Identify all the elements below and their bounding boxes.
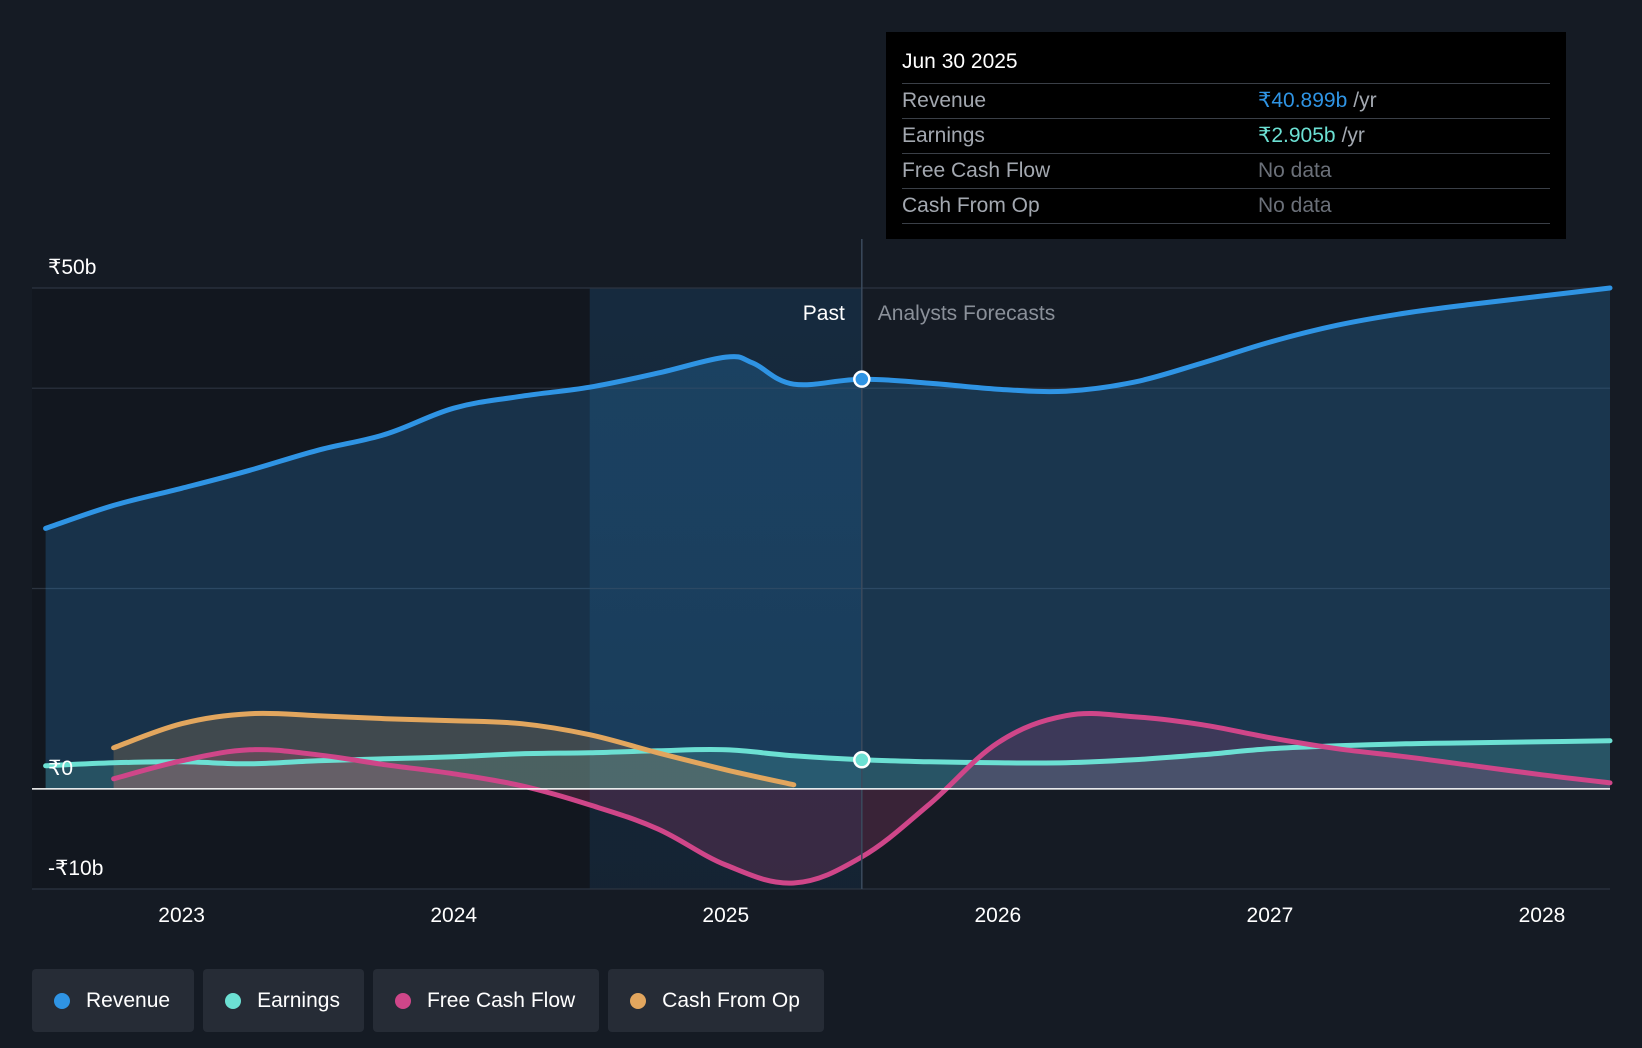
x-tick-label: 2023 [158, 904, 205, 927]
legend-item-free-cash-flow[interactable]: Free Cash Flow [372, 969, 600, 1032]
past-label: Past [803, 302, 845, 325]
y-tick-label: ₹50b [48, 256, 96, 279]
tooltip-label: Cash From Op [902, 194, 1040, 217]
tooltip-value: ₹2.905b [1258, 124, 1336, 147]
tooltip-label: Revenue [902, 89, 987, 112]
legend-label: Earnings [257, 988, 340, 1012]
tooltip-row-free-cash-flow: Free Cash Flow No data [902, 154, 1550, 189]
cash-from-op-dot-icon [630, 992, 647, 1009]
x-tick-label: 2027 [1247, 904, 1294, 927]
revenue-line [43, 285, 1613, 531]
earnings-line [43, 738, 1613, 769]
tooltip-unit: /yr [1341, 124, 1365, 147]
x-tick-label: 2024 [430, 904, 477, 927]
tooltip: Jun 30 2025 Revenue ₹40.899b /yr Earning… [886, 32, 1566, 239]
legend-item-revenue[interactable]: Revenue [32, 969, 195, 1032]
earnings-dot-icon [225, 992, 242, 1009]
legend-label: Revenue [86, 988, 171, 1012]
tooltip-value: No data [1258, 159, 1332, 182]
y-tick-label: ₹0 [48, 757, 73, 780]
tooltip-date: Jun 30 2025 [902, 46, 1550, 84]
cash-from-op-line [111, 710, 797, 788]
tooltip-value: No data [1258, 194, 1332, 217]
earnings-marker [853, 751, 871, 769]
gridlines [32, 287, 1610, 890]
tooltip-unit: /yr [1353, 89, 1377, 112]
tooltip-row-earnings: Earnings ₹2.905b /yr [902, 119, 1550, 154]
tooltip-row-cash-from-op: Cash From Op No data [902, 189, 1550, 224]
revenue-area [45, 288, 1611, 789]
legend-label: Free Cash Flow [426, 988, 576, 1012]
forecast-label: Analysts Forecasts [878, 302, 1055, 325]
free-cash-flow-dot-icon [394, 992, 411, 1009]
x-tick-label: 2025 [702, 904, 749, 927]
tooltip-row-revenue: Revenue ₹40.899b /yr [902, 84, 1550, 119]
cash-from-op-area [113, 713, 794, 789]
x-tick-label: 2028 [1519, 904, 1566, 927]
tooltip-label: Earnings [902, 124, 985, 147]
legend-item-earnings[interactable]: Earnings [203, 969, 364, 1032]
legend-item-cash-from-op[interactable]: Cash From Op [608, 969, 824, 1032]
y-axis-labels: ₹50b ₹0 -₹10b [48, 256, 103, 880]
legend-label: Cash From Op [662, 988, 800, 1012]
tooltip-value: ₹40.899b [1258, 89, 1348, 112]
revenue-dot-icon [54, 992, 70, 1009]
revenue-marker [853, 370, 871, 388]
tooltip-label: Free Cash Flow [902, 159, 1051, 182]
earnings-area [45, 740, 1611, 789]
series-markers [853, 370, 871, 769]
x-axis-labels: 2023 2024 2025 2026 2027 2028 [158, 904, 1565, 927]
y-tick-label: -₹10b [48, 857, 103, 880]
x-tick-label: 2026 [974, 904, 1021, 927]
legend: Revenue Earnings Free Cash Flow Cash Fro… [32, 969, 824, 1032]
